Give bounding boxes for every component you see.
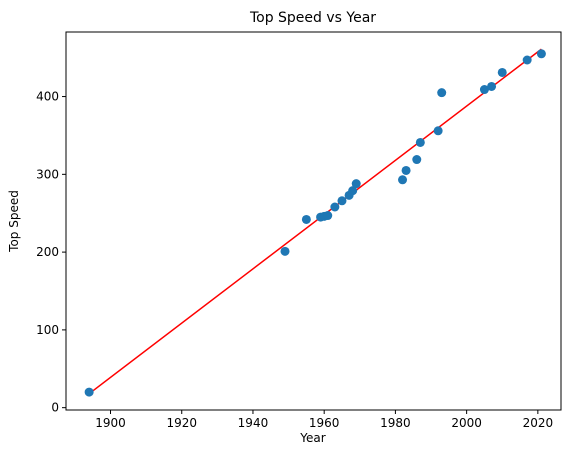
y-tick-label: 400 [36, 90, 59, 104]
x-tick-label: 1960 [309, 416, 340, 430]
scatter-point [337, 196, 347, 206]
x-tick-label: 1920 [166, 416, 197, 430]
scatter-point [433, 126, 443, 136]
scatter-point [330, 202, 340, 212]
y-axis-ticks: 0 100 200 300 400 [36, 90, 66, 415]
scatter-point [522, 55, 532, 65]
x-tick-label: 1980 [380, 416, 411, 430]
scatter-point [412, 155, 422, 165]
scatter-point [398, 175, 408, 185]
scatter-point [401, 165, 411, 175]
y-axis-label: Top Speed [7, 190, 21, 253]
scatter-point [301, 214, 311, 224]
scatter-point [84, 387, 94, 397]
scatter-point [479, 85, 489, 95]
y-tick-label: 300 [36, 167, 59, 181]
scatter-point [280, 246, 290, 256]
y-tick-label: 0 [51, 401, 59, 415]
fit-line [88, 48, 542, 395]
scatter-point [536, 49, 546, 59]
scatter-point [351, 179, 361, 189]
x-axis-label: Year [299, 431, 325, 445]
scatter-point [487, 81, 497, 91]
x-tick-label: 2000 [451, 416, 482, 430]
x-tick-label: 1940 [238, 416, 269, 430]
chart-title: Top Speed vs Year [249, 10, 376, 26]
scatter-point [348, 186, 358, 196]
scatter-point [415, 137, 425, 147]
x-axis-ticks: 1900 1920 1940 1960 1980 2000 2020 [95, 410, 553, 430]
y-tick-label: 100 [36, 323, 59, 337]
scatter-point [323, 211, 333, 221]
scatter-point [497, 67, 507, 77]
x-tick-label: 2020 [523, 416, 554, 430]
y-tick-label: 200 [36, 245, 59, 259]
x-tick-label: 1900 [95, 416, 126, 430]
scatter-point [437, 88, 447, 98]
series-layer [84, 48, 546, 397]
plot-frame [65, 31, 562, 411]
